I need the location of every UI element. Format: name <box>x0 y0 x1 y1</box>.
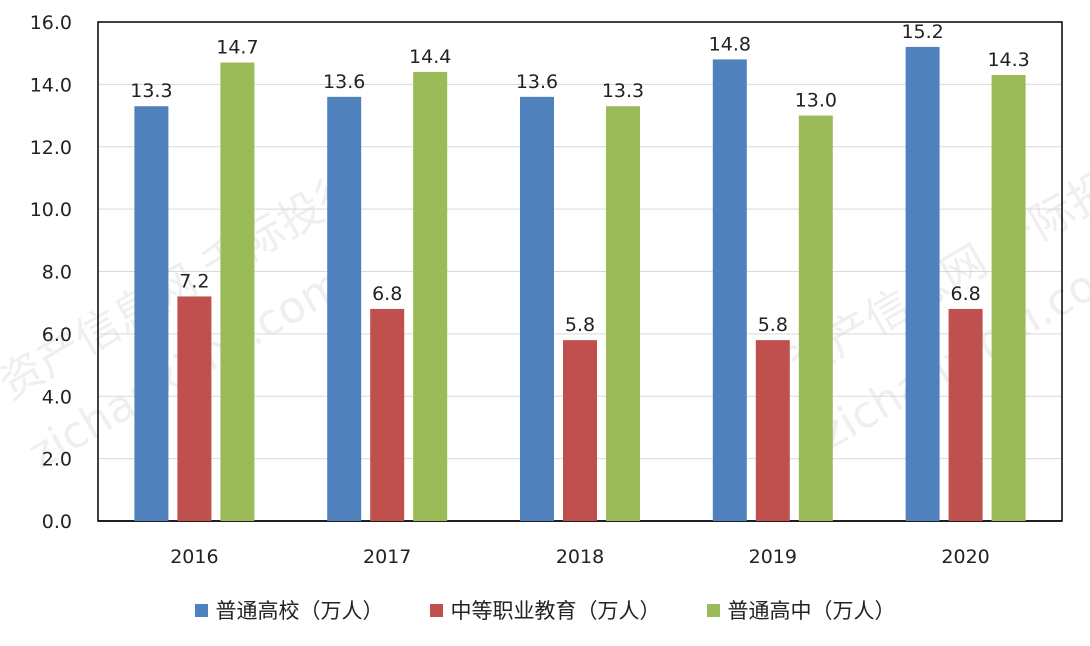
x-tick-label: 2017 <box>363 546 411 568</box>
data-label: 13.6 <box>323 71 365 93</box>
y-tick-label: 2.0 <box>42 449 72 471</box>
legend: 普通高校（万人） 中等职业教育（万人） 普通高中（万人） <box>0 590 1090 630</box>
data-label: 13.3 <box>130 80 172 102</box>
legend-swatch <box>706 603 720 617</box>
bar <box>134 106 169 522</box>
y-tick-label: 12.0 <box>30 137 72 159</box>
data-label: 15.2 <box>901 21 943 43</box>
bar <box>520 96 554 521</box>
data-label: 6.8 <box>950 283 980 305</box>
data-label: 13.3 <box>602 80 644 102</box>
x-tick-label: 2016 <box>170 546 218 568</box>
y-tick-label: 16.0 <box>30 12 72 34</box>
bar <box>220 62 255 521</box>
legend-item: 中等职业教育（万人） <box>429 595 661 625</box>
data-labels: 13.3 7.2 14.7 13.6 6.8 14.4 13.6 5.8 13.3 14.8 5.8… <box>130 21 1030 336</box>
bar-chart: 资产信息网 千际投行zichanxinxi.com资产信息网 千际投行zicha… <box>0 12 1090 568</box>
bar <box>798 115 833 521</box>
data-label: 13.0 <box>795 90 837 112</box>
bar <box>905 46 940 521</box>
y-tick-label: 0.0 <box>42 511 72 533</box>
data-label: 14.3 <box>987 49 1029 71</box>
legend-item: 普通高校（万人） <box>194 595 384 625</box>
bar <box>606 106 640 522</box>
legend-label: 中等职业教育（万人） <box>450 599 661 623</box>
y-tick-label: 8.0 <box>42 262 72 284</box>
bar <box>563 340 597 521</box>
bar <box>413 71 448 522</box>
data-label: 7.2 <box>179 270 209 292</box>
data-label: 14.7 <box>216 37 258 59</box>
legend-label: 普通高中（万人） <box>727 599 896 623</box>
data-label: 14.8 <box>709 33 751 55</box>
y-tick-label: 14.0 <box>30 74 72 96</box>
y-tick-label: 4.0 <box>42 386 72 408</box>
bar <box>755 340 790 521</box>
legend-item: 普通高中（万人） <box>706 595 896 625</box>
data-label: 6.8 <box>372 283 402 305</box>
x-tick-label: 2018 <box>556 546 604 568</box>
bars <box>134 46 1026 522</box>
bar <box>712 59 747 522</box>
data-label: 14.4 <box>409 46 451 68</box>
axes: 0.0 2.0 4.0 6.0 8.0 10.0 12.0 14.0 16.0 2016 2017 2… <box>30 12 1063 568</box>
data-label: 5.8 <box>565 314 595 336</box>
x-tick-label: 2019 <box>749 546 797 568</box>
legend-swatch <box>429 603 443 617</box>
y-tick-label: 6.0 <box>42 324 72 346</box>
data-label: 5.8 <box>758 314 788 336</box>
bar <box>327 96 362 521</box>
y-tick-label: 10.0 <box>30 199 72 221</box>
bar <box>991 75 1026 522</box>
legend-label: 普通高校（万人） <box>215 599 384 623</box>
bar <box>948 308 983 521</box>
bar <box>370 308 405 521</box>
data-label: 13.6 <box>516 71 558 93</box>
bar <box>177 296 212 521</box>
legend-swatch <box>194 603 208 617</box>
x-tick-label: 2020 <box>941 546 989 568</box>
